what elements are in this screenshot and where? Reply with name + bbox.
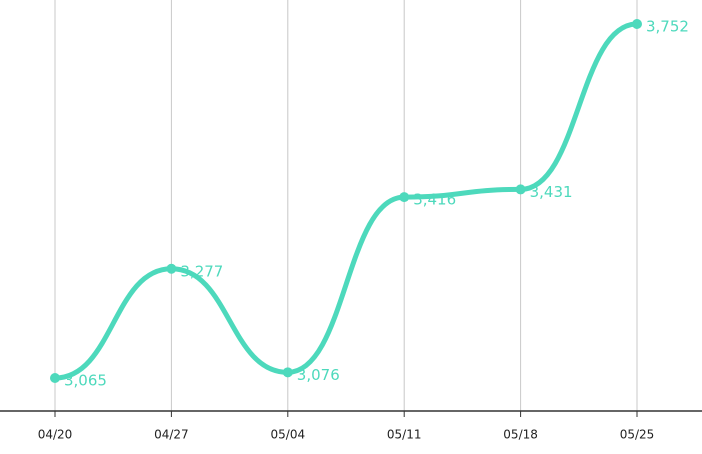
point [50,373,60,383]
point [399,192,410,203]
x-tick-label: 05/04 [271,428,306,442]
x-tick-label: 05/18 [503,428,538,442]
point [632,19,642,29]
line [52,21,640,381]
value-label: 3,431 [530,183,573,201]
x-tick-label: 04/27 [154,428,189,442]
x-tick-label: 05/25 [620,428,655,442]
value-label: 3,065 [64,372,107,390]
x-tick-label: 05/11 [387,428,422,442]
x-tick-label: 04/20 [38,428,73,442]
value-label: 3,076 [297,366,340,384]
value-label: 3,416 [413,191,456,209]
value-label: 3,752 [646,18,689,36]
value-label: 3,277 [180,262,223,280]
point [515,184,526,195]
point [166,263,177,274]
point [282,367,293,378]
